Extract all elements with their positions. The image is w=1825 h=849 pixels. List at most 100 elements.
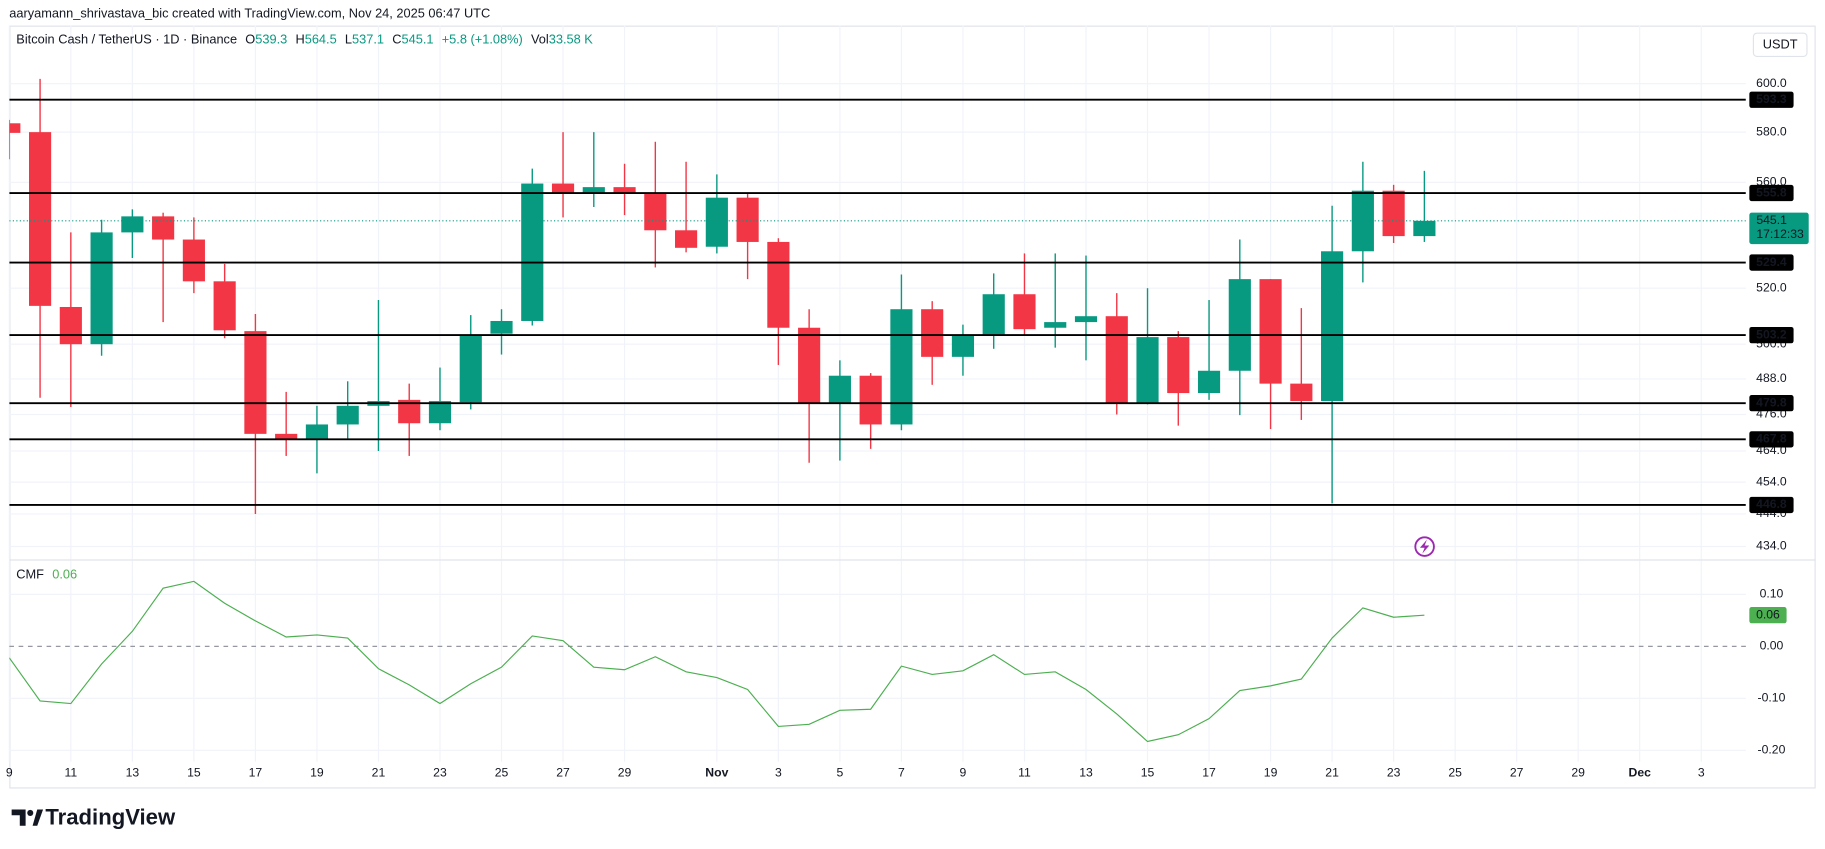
x-tick-label: 25 <box>495 766 509 780</box>
candle-body <box>705 197 728 247</box>
candle-body <box>644 193 667 231</box>
legend-value: 537.1 <box>352 32 384 47</box>
y-tick-label: 0.00 <box>1760 639 1784 653</box>
axes: 9 11 13 15 17 19 21 23 25 27 29 Nov 3 5 7 9 11 13 15 17 19 21… <box>6 76 1809 780</box>
last-price-label: 545.1 <box>1756 213 1787 227</box>
level-label: 467.8 <box>1756 432 1787 446</box>
legend: Bitcoin Cash / TetherUS · 1D · Binance O… <box>16 32 593 47</box>
x-tick-label: 13 <box>126 766 140 780</box>
x-tick-label: 11 <box>1018 766 1031 780</box>
y-tick-label: 454.0 <box>1756 474 1787 488</box>
candle-body <box>951 335 975 357</box>
x-tick-label: 7 <box>898 766 905 780</box>
legend-value: 539.3 <box>255 32 287 47</box>
cmf-line <box>9 580 1425 743</box>
x-tick-label: 15 <box>187 766 201 780</box>
candle-body <box>398 399 421 424</box>
candle-body <box>921 309 944 357</box>
currency[interactable]: USDT <box>1763 37 1798 52</box>
x-tick-label: 23 <box>1387 766 1401 780</box>
candle-body <box>182 239 205 282</box>
level-box <box>1749 91 1794 108</box>
x-tick-label: 9 <box>960 766 967 780</box>
candle-body <box>1074 316 1098 323</box>
y-tick-label: 434.0 <box>1756 539 1787 553</box>
level-box <box>1749 395 1794 412</box>
level-label: 529.4 <box>1756 255 1787 269</box>
level-box <box>1749 254 1794 271</box>
level-label: 593.3 <box>1756 92 1787 106</box>
candle-body <box>859 375 882 425</box>
candle-body <box>1290 383 1313 402</box>
candle-body <box>890 309 913 425</box>
candle-body <box>9 123 21 133</box>
countdown: 17:12:33 <box>1756 227 1804 241</box>
candle-body <box>1259 279 1282 384</box>
candle-body <box>551 183 575 194</box>
candle-body <box>1413 220 1436 237</box>
cmf-last-box <box>1749 607 1787 624</box>
candle-body <box>275 433 298 440</box>
candle-body <box>1013 294 1036 330</box>
x-tick-label: 21 <box>1325 766 1339 780</box>
legend-key: Vol <box>531 32 549 47</box>
x-tick-label: 27 <box>1510 766 1524 780</box>
candle-body <box>1228 279 1251 371</box>
logo: TradingView <box>11 805 176 830</box>
candle-body <box>982 294 1005 336</box>
candle-body <box>1044 322 1067 328</box>
candle-body <box>582 187 605 194</box>
level-label: 555.8 <box>1756 185 1787 199</box>
level-box <box>1749 431 1794 448</box>
candle-body <box>828 375 851 404</box>
x-tick-label: 27 <box>556 766 570 780</box>
x-tick-label: 21 <box>372 766 386 780</box>
x-tick-label: 19 <box>1264 766 1278 780</box>
symbol: Bitcoin Cash / TetherUS · 1D · Binance <box>16 32 237 47</box>
candle-body <box>1197 370 1221 394</box>
candle-body <box>1382 190 1405 237</box>
candle-body <box>59 306 82 345</box>
x-tick-label: 9 <box>6 766 13 780</box>
level-box <box>1749 496 1794 514</box>
candle-body <box>767 241 790 328</box>
legend-change: +5.8 (+1.08%) <box>442 32 523 47</box>
candle-body <box>459 335 482 403</box>
cmf-legend: CMF 0.06 <box>16 567 77 582</box>
y-tick-label: 0.10 <box>1760 587 1784 601</box>
price-pane <box>9 78 1746 514</box>
x-tick-label: Nov <box>705 766 728 780</box>
x-tick-label: 15 <box>1141 766 1155 780</box>
legend-value: 564.5 <box>305 32 337 47</box>
x-tick-label: 29 <box>618 766 632 780</box>
candle-body <box>305 424 329 439</box>
legend-key: H <box>295 32 304 47</box>
x-tick-label: 25 <box>1448 766 1462 780</box>
candle-body <box>490 320 513 334</box>
y-tick-label: -0.20 <box>1758 743 1786 757</box>
cmf-name: CMF <box>16 567 44 582</box>
x-tick-label: 3 <box>1698 766 1705 780</box>
candle-body <box>90 232 113 345</box>
candle-body <box>521 183 544 321</box>
candle-body <box>613 187 636 194</box>
last-price-box <box>1749 212 1809 245</box>
level-box <box>1749 326 1794 344</box>
candle-body <box>121 216 144 233</box>
candle-body <box>1321 251 1344 402</box>
candle-body <box>798 327 821 404</box>
x-tick-label: 5 <box>836 766 843 780</box>
x-tick-label: 17 <box>249 766 263 780</box>
currency-button[interactable] <box>1752 32 1808 57</box>
x-tick-label: 13 <box>1079 766 1093 780</box>
cmf-last-label: 0.06 <box>1756 607 1780 621</box>
level-label: 446.8 <box>1756 497 1787 511</box>
level-label: 503.2 <box>1756 327 1787 341</box>
y-tick-label: 520.0 <box>1756 280 1787 294</box>
candle-body <box>28 132 52 306</box>
candle-body <box>213 281 236 331</box>
alert-icon[interactable] <box>1414 536 1435 557</box>
x-tick-label: 29 <box>1571 766 1585 780</box>
